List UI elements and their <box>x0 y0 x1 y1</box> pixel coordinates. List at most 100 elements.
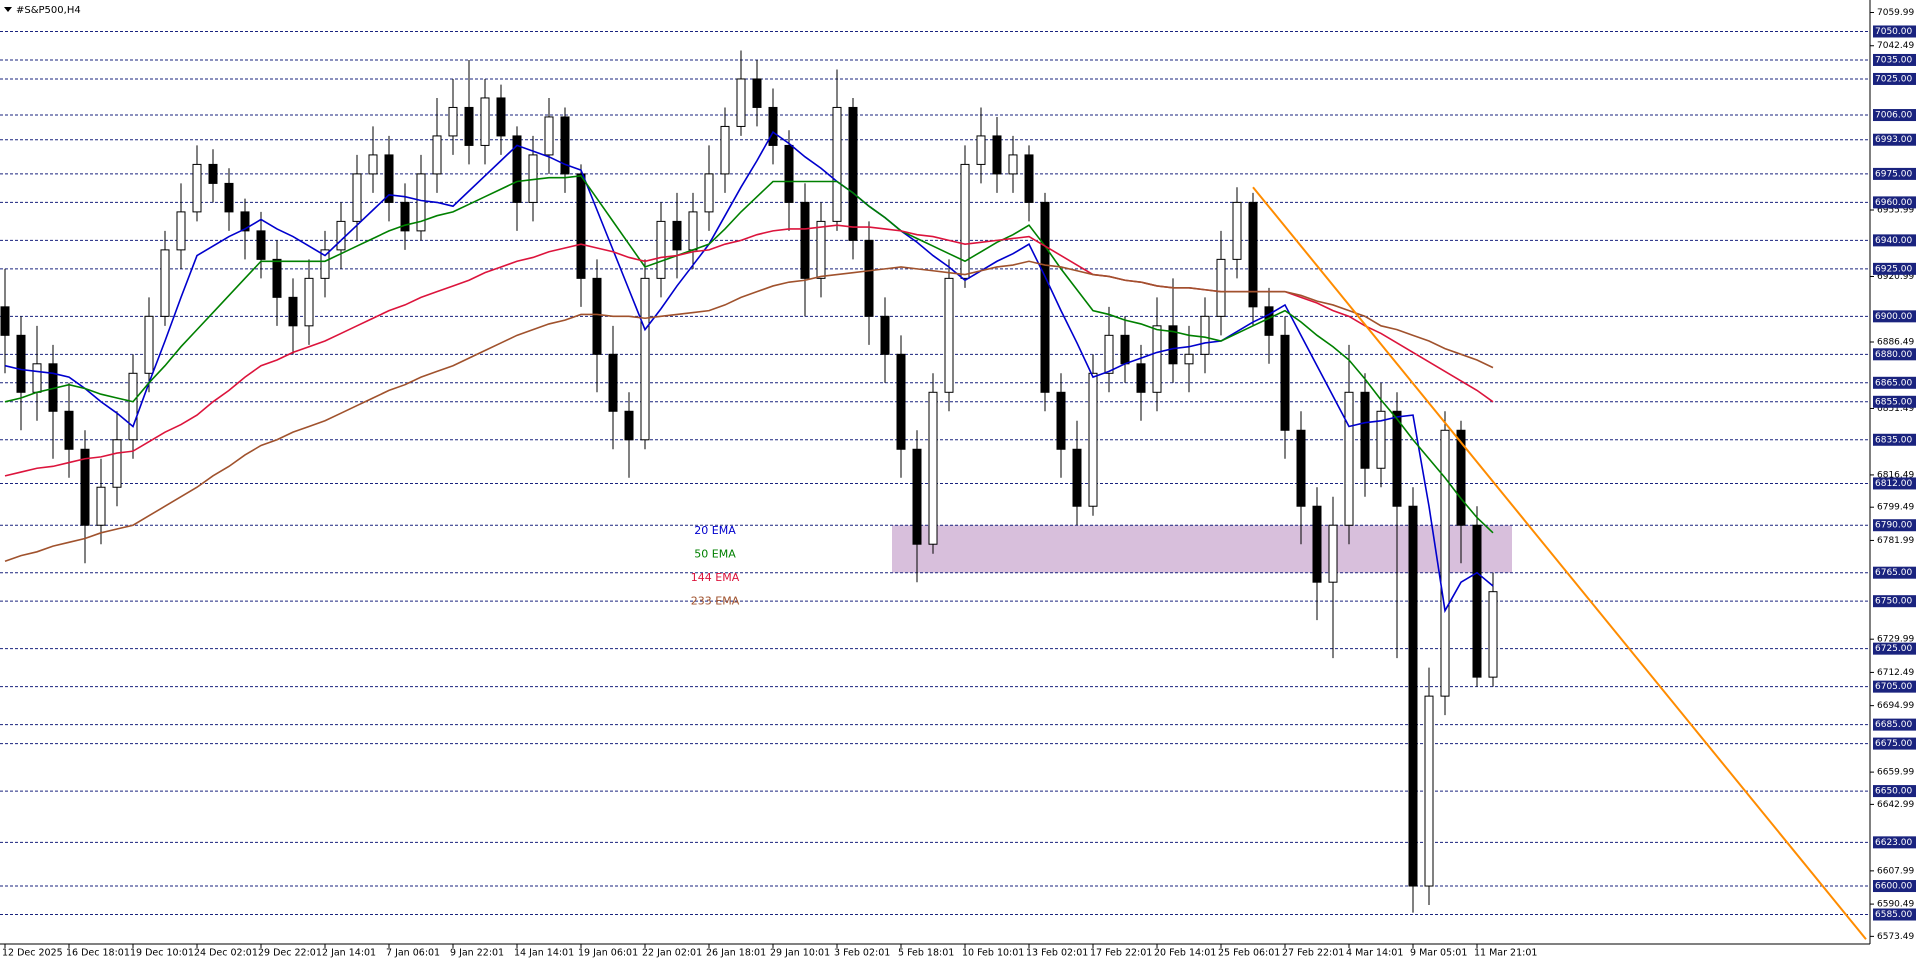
candle-body <box>1376 410 1386 469</box>
candle-body <box>112 439 122 488</box>
candle-body <box>1232 201 1242 260</box>
candle-body <box>832 106 842 222</box>
candle-body <box>1488 591 1498 678</box>
candle-body <box>32 363 42 393</box>
x-tick-label: 24 Dec 02:01 <box>194 948 258 959</box>
level-label-box <box>1873 234 1916 247</box>
candle-body <box>1184 353 1194 365</box>
level-label-box <box>1873 196 1916 209</box>
level-label-box <box>1873 53 1916 66</box>
candle-body <box>80 448 90 526</box>
level-label-box <box>1873 262 1916 275</box>
candle-body <box>928 391 938 545</box>
y-tick-label: 6781.99 <box>1877 536 1914 546</box>
level-label-box <box>1873 836 1916 849</box>
x-tick-label: 7 Jan 06:01 <box>386 948 440 959</box>
candle-body <box>1440 429 1450 697</box>
candle-body <box>752 78 762 108</box>
level-label: 6960.00 <box>1875 198 1912 208</box>
level-label: 6685.00 <box>1875 720 1912 730</box>
candle-body <box>1104 334 1114 374</box>
y-tick-label: 6851.49 <box>1877 404 1914 414</box>
candle-body <box>624 410 634 441</box>
y-tick-label: 6694.99 <box>1877 701 1914 711</box>
candle-body <box>368 154 378 175</box>
level-label-box <box>1873 595 1916 608</box>
candle-body <box>976 135 986 165</box>
candle-body <box>96 486 106 526</box>
trendline <box>1252 186 1867 940</box>
candle-body <box>704 173 714 213</box>
candle-body <box>240 211 250 232</box>
level-label-box <box>1873 167 1916 180</box>
candle-body <box>1360 391 1370 469</box>
candle-body <box>144 315 154 374</box>
ema-line <box>4 260 1494 563</box>
candle-body <box>1296 429 1306 507</box>
candle-body <box>128 372 138 441</box>
y-tick-label: 6729.99 <box>1877 635 1914 645</box>
candle-body <box>800 201 810 279</box>
candle-body <box>1472 524 1482 678</box>
level-label-box <box>1873 109 1916 122</box>
candle-body <box>592 277 602 355</box>
x-tick-label: 4 Mar 14:01 <box>1346 948 1403 959</box>
level-label: 6623.00 <box>1875 838 1912 848</box>
y-tick-label: 6955.99 <box>1877 206 1914 216</box>
y-tick-label: 6712.49 <box>1877 668 1914 678</box>
ema-line <box>4 130 1494 614</box>
candle-body <box>480 97 490 146</box>
x-tick-label: 25 Feb 06:01 <box>1218 948 1280 959</box>
candle-body <box>272 258 282 298</box>
y-tick-label: 6886.49 <box>1877 337 1914 347</box>
level-label: 6725.00 <box>1875 644 1912 654</box>
candle-body <box>544 116 554 156</box>
candle-body <box>1248 201 1258 308</box>
candle-body <box>688 211 698 251</box>
candle-body <box>1168 325 1178 365</box>
candle-body <box>1200 315 1210 355</box>
level-label: 6585.00 <box>1875 910 1912 920</box>
level-label: 7050.00 <box>1875 27 1912 37</box>
candle-body <box>672 220 682 251</box>
level-label-box <box>1873 310 1916 323</box>
level-label-box <box>1873 25 1916 38</box>
candle-body <box>512 135 522 203</box>
chart-title: #S&P500,H4 <box>16 5 81 16</box>
candle-body <box>1456 429 1466 526</box>
candle-body <box>1024 154 1034 203</box>
candle-body <box>336 220 346 251</box>
x-tick-label: 11 Mar 21:01 <box>1474 948 1537 959</box>
x-tick-label: 9 Jan 22:01 <box>450 948 504 959</box>
candle-body <box>16 334 26 393</box>
level-label-box <box>1873 348 1916 361</box>
candle-body <box>1056 391 1066 450</box>
ema-line <box>4 174 1494 534</box>
level-label: 7025.00 <box>1875 74 1912 84</box>
candle-body <box>896 353 906 450</box>
legend-entry: 20 EMA <box>694 524 736 537</box>
level-label: 6750.00 <box>1875 597 1912 607</box>
candle-body <box>1072 448 1082 507</box>
candle-body <box>224 182 234 213</box>
candle-body <box>448 106 458 137</box>
x-tick-label: 16 Dec 18:01 <box>66 948 130 959</box>
candle-body <box>960 163 970 279</box>
y-tick-label: 6590.49 <box>1877 900 1914 910</box>
level-label: 6940.00 <box>1875 236 1912 246</box>
x-tick-label: 5 Feb 18:01 <box>898 948 954 959</box>
candle-body <box>576 173 586 279</box>
level-label: 6880.00 <box>1875 350 1912 360</box>
candle-body <box>880 315 890 355</box>
candle-body <box>64 410 74 450</box>
x-tick-label: 9 Mar 05:01 <box>1410 948 1467 959</box>
candle-body <box>304 277 314 327</box>
y-tick-label: 6816.49 <box>1877 470 1914 480</box>
candle-body <box>384 154 394 203</box>
level-label: 6650.00 <box>1875 787 1912 797</box>
candle-body <box>656 220 666 279</box>
level-label-box <box>1873 433 1916 446</box>
level-label: 6925.00 <box>1875 264 1912 274</box>
level-label-box <box>1873 737 1916 750</box>
candle-body <box>352 173 362 222</box>
